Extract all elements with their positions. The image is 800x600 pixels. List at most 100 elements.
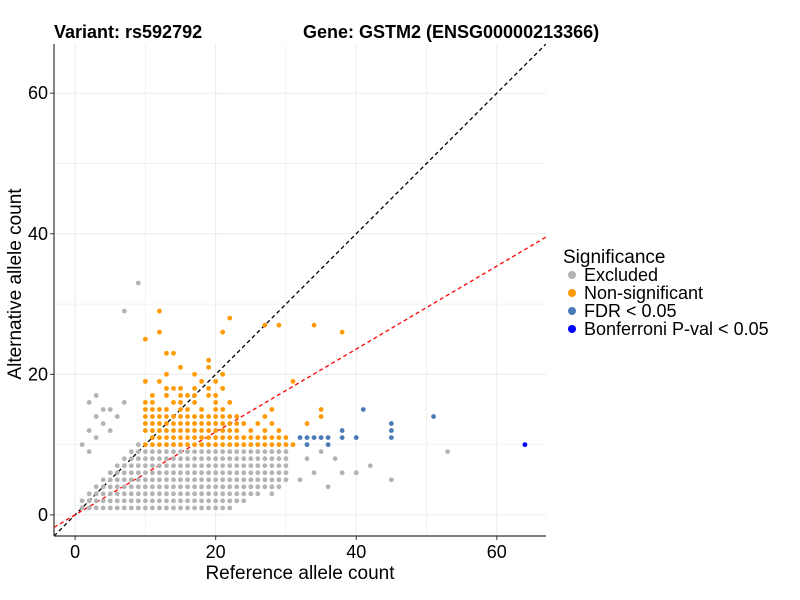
data-point [227,421,233,426]
data-point [164,456,169,462]
data-point [388,477,394,483]
y-tick-label: 20 [28,364,48,384]
data-point [304,435,310,440]
data-point [199,442,205,448]
data-point [157,505,162,511]
x-tick-label: 20 [206,542,226,562]
data-point [93,414,99,419]
data-point [276,322,282,328]
grid-lines [54,44,546,536]
data-point [199,428,205,433]
data-point [86,428,92,433]
data-point [213,442,219,448]
data-point [262,449,268,455]
data-point [339,470,345,476]
data-point [192,505,197,511]
data-point [171,491,176,497]
data-point [283,470,289,476]
data-point [107,407,113,412]
data-point [206,393,212,398]
data-point [121,308,127,314]
data-point [199,435,205,440]
data-point [206,428,212,433]
data-point [164,470,169,476]
data-point [171,400,176,405]
data-point [128,449,134,455]
data-point [339,329,345,335]
data-point [269,477,275,483]
data-point [171,477,176,483]
data-point [185,407,190,412]
data-point [241,435,247,440]
data-point [234,477,240,483]
data-point [171,463,176,469]
data-point [178,477,183,483]
data-point [220,435,226,440]
data-point [199,456,205,462]
data-point [192,470,197,476]
data-point [150,393,155,398]
data-point [199,421,205,426]
legend-key [568,289,576,297]
chart-title-variant: Variant: rs592792 [54,22,202,42]
data-point [114,498,120,504]
data-point [171,498,176,504]
data-point [86,498,92,504]
data-point [135,280,141,286]
data-point [227,456,233,462]
data-point [128,498,134,504]
data-point [255,484,261,490]
data-point [178,449,183,455]
data-point [142,407,148,412]
data-point [220,329,226,335]
data-point [100,477,106,483]
data-point [192,491,197,497]
data-point [262,477,268,483]
data-point [213,435,219,440]
x-tick-label: 60 [487,542,507,562]
data-point [164,442,169,448]
data-point [150,414,155,419]
data-point [199,378,205,384]
data-point [121,505,127,511]
data-point [199,463,205,469]
data-point [164,505,169,511]
data-point [241,421,247,426]
data-point [128,491,134,497]
data-point [171,428,176,433]
data-point [100,421,106,426]
data-point [114,470,120,476]
data-point [100,407,106,412]
axes [53,44,546,537]
data-point [142,421,148,426]
data-point [206,498,212,504]
x-axis-title: Reference allele count [205,563,395,584]
reference-line [54,236,546,528]
data-point [213,393,219,398]
data-point [171,350,176,356]
data-point [269,491,275,497]
data-point [269,442,275,448]
data-point [164,421,169,426]
data-point [178,428,183,433]
data-point [269,407,275,412]
data-point [93,505,99,511]
data-point [283,463,289,469]
data-point [318,407,324,412]
data-point [79,442,85,448]
data-point [114,414,120,419]
data-point [150,491,155,497]
data-point [255,435,261,440]
data-point [185,491,190,497]
data-point [79,505,85,511]
data-point [339,435,345,440]
data-point [213,400,219,405]
data-point [157,435,162,440]
data-point [262,322,268,328]
data-point [157,378,162,384]
data-point [234,442,240,448]
data-point [227,477,233,483]
data-point [178,456,183,462]
data-point [276,463,282,469]
series-bonferroni-p-val-0-05 [522,442,528,448]
